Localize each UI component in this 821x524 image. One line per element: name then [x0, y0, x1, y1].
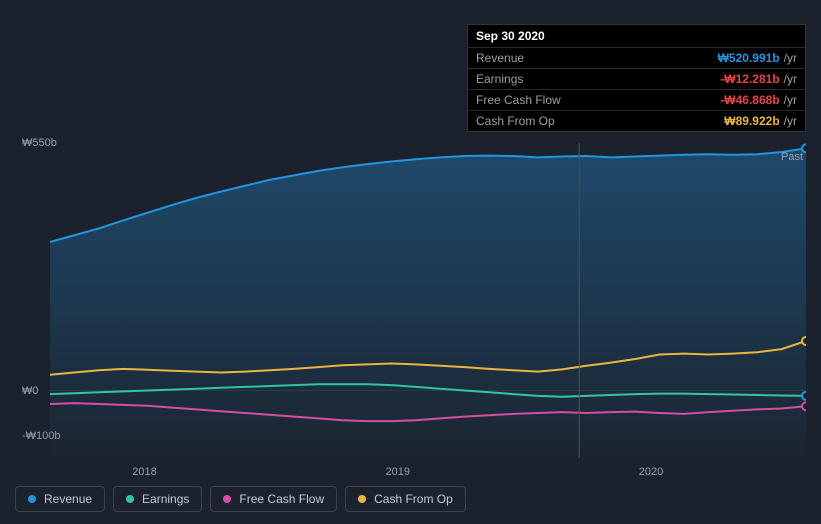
tooltip-row-label: Free Cash Flow: [476, 93, 561, 107]
tooltip-row: Earnings -₩12.281b/yr: [468, 68, 805, 89]
y-axis-label: ₩0: [22, 385, 39, 397]
tooltip-rows: Revenue ₩520.991b/yr Earnings -₩12.281b/yr F…: [468, 47, 805, 131]
tooltip-row-label: Revenue: [476, 51, 524, 65]
tooltip-row-label: Earnings: [476, 72, 523, 86]
legend-label: Revenue: [44, 492, 92, 506]
legend-dot-icon: [223, 495, 231, 503]
legend-item[interactable]: Cash From Op: [345, 486, 466, 512]
tooltip-row-value: -₩46.868b/yr: [720, 93, 797, 107]
x-axis-label: 2019: [386, 466, 410, 478]
legend-item[interactable]: Free Cash Flow: [210, 486, 337, 512]
legend: Revenue Earnings Free Cash Flow Cash From O…: [15, 486, 466, 512]
legend-item[interactable]: Earnings: [113, 486, 202, 512]
past-label: Past: [781, 151, 803, 163]
y-axis-label: ₩550b: [22, 137, 57, 149]
legend-dot-icon: [28, 495, 36, 503]
tooltip-row-label: Cash From Op: [476, 114, 555, 128]
tooltip-date: Sep 30 2020: [468, 25, 805, 47]
legend-label: Earnings: [142, 492, 189, 506]
x-axis-label: 2018: [132, 466, 156, 478]
tooltip-row-value: -₩12.281b/yr: [720, 72, 797, 86]
tooltip-row: Cash From Op ₩89.922b/yr: [468, 110, 805, 131]
legend-dot-icon: [358, 495, 366, 503]
legend-label: Cash From Op: [374, 492, 453, 506]
tooltip-row: Revenue ₩520.991b/yr: [468, 47, 805, 68]
tooltip-row-value: ₩89.922b/yr: [724, 114, 797, 128]
tooltip-row: Free Cash Flow -₩46.868b/yr: [468, 89, 805, 110]
legend-item[interactable]: Revenue: [15, 486, 105, 512]
tooltip-row-value: ₩520.991b/yr: [718, 51, 797, 65]
y-axis-label: -₩100b: [22, 430, 61, 442]
chart-tooltip: Sep 30 2020 Revenue ₩520.991b/yr Earnings -…: [467, 24, 806, 132]
legend-dot-icon: [126, 495, 134, 503]
legend-label: Free Cash Flow: [239, 492, 324, 506]
chart-svg: [15, 125, 806, 465]
x-axis-label: 2020: [639, 466, 663, 478]
chart-area[interactable]: [15, 125, 806, 465]
